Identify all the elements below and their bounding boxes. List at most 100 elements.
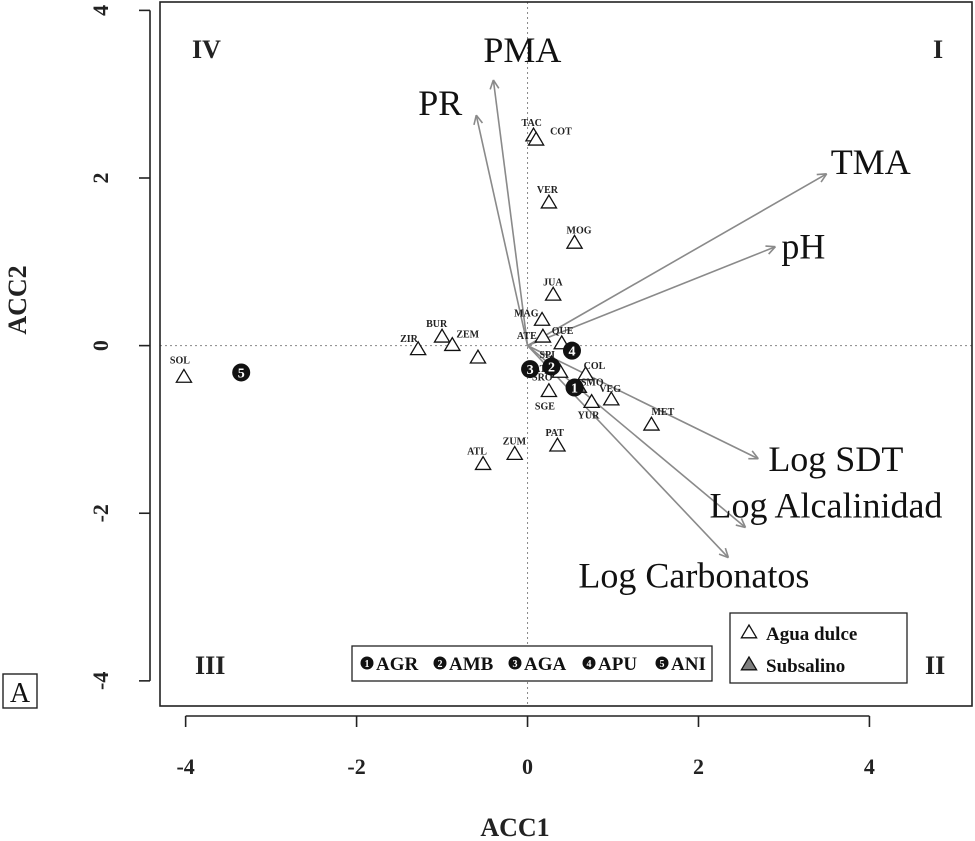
legend-groups-box bbox=[351, 645, 713, 682]
legend-group-label: ANI bbox=[671, 654, 706, 675]
centroid-number: 3 bbox=[527, 363, 534, 378]
quadrant-label-iv: IV bbox=[192, 35, 221, 64]
centroid-marker bbox=[521, 360, 540, 379]
site-marker bbox=[409, 340, 427, 356]
vector-arrowhead bbox=[740, 518, 747, 528]
vector-arrowhead bbox=[820, 173, 828, 183]
centroid-marker bbox=[562, 341, 581, 360]
site-marker bbox=[544, 286, 562, 301]
vector-arrowhead bbox=[489, 79, 495, 90]
legend-group-number: 2 bbox=[438, 659, 443, 670]
vector-label: Log SDT bbox=[768, 439, 903, 479]
vector-arrowhead bbox=[751, 450, 759, 460]
site-marker bbox=[527, 131, 545, 146]
centroid-marker bbox=[232, 363, 251, 382]
site-label: VER bbox=[537, 185, 559, 196]
vector-arrow bbox=[527, 173, 828, 347]
site-label: YUR bbox=[578, 411, 600, 422]
y-tick-label: 2 bbox=[88, 173, 113, 184]
site-marker bbox=[565, 234, 584, 249]
y-tick-label: 0 bbox=[88, 340, 113, 351]
vector-label: PR bbox=[418, 83, 462, 123]
site-label: VEG bbox=[599, 384, 621, 395]
site-label: ZIR bbox=[400, 334, 419, 345]
legend-group-number: 1 bbox=[365, 659, 370, 670]
legend-type-marker bbox=[740, 623, 758, 639]
site-marker bbox=[534, 327, 552, 343]
site-marker bbox=[474, 455, 492, 471]
plot-frame bbox=[159, 1, 973, 707]
site-label: COL bbox=[584, 361, 606, 372]
vector-arrow bbox=[526, 345, 729, 559]
site-marker bbox=[540, 193, 558, 209]
site-label: ZUM bbox=[503, 437, 527, 448]
legend-group-label: AGA bbox=[524, 654, 567, 675]
quadrant-label-ii: II bbox=[925, 651, 945, 680]
vector-arrowhead bbox=[735, 524, 746, 529]
legend-type-label: Agua dulce bbox=[766, 624, 857, 645]
site-label: MOG bbox=[567, 225, 592, 236]
site-marker bbox=[582, 393, 601, 409]
site-label: SRO bbox=[532, 372, 553, 383]
legend-group-symbol bbox=[433, 656, 447, 670]
site-label: ATE bbox=[517, 331, 537, 342]
panel-label-text: A bbox=[10, 678, 31, 709]
site-marker bbox=[175, 368, 193, 383]
quadrant-label-i: I bbox=[933, 35, 943, 64]
legend-group-label: APU bbox=[598, 654, 637, 675]
legend-types: Agua dulce Subsalino bbox=[729, 612, 908, 684]
panel-label: A bbox=[2, 673, 38, 709]
site-points: TACCOTVERMOGJUAMAGQUEATESPITATSROCOLSMOS… bbox=[170, 118, 675, 471]
vector-arrowhead bbox=[816, 173, 827, 176]
vector-arrow bbox=[492, 79, 529, 346]
site-label: MAG bbox=[514, 308, 539, 319]
site-marker bbox=[505, 445, 524, 461]
vector-label: Log Carbonatos bbox=[578, 556, 809, 596]
site-label: JUA bbox=[543, 277, 563, 288]
site-label: SPI bbox=[539, 350, 555, 361]
legend-group-symbol bbox=[360, 656, 374, 670]
x-tick-label: -4 bbox=[176, 754, 194, 779]
y-tick-label: -4 bbox=[88, 672, 113, 690]
legend-type-marker bbox=[740, 655, 758, 671]
y-tick-label: -2 bbox=[88, 504, 113, 522]
vector-arrowhead bbox=[473, 114, 478, 126]
vector-arrowhead bbox=[475, 114, 484, 124]
site-label: ATL bbox=[467, 447, 487, 458]
vector-label: PMA bbox=[483, 30, 561, 70]
centroid-number: 1 bbox=[571, 382, 578, 397]
site-marker bbox=[433, 327, 451, 343]
vector-arrow bbox=[475, 114, 529, 346]
centroid-marker bbox=[542, 357, 561, 376]
quadrant-label-iii: III bbox=[195, 651, 225, 680]
x-tick-label: 0 bbox=[522, 754, 533, 779]
site-marker bbox=[576, 365, 595, 381]
vector-arrowhead bbox=[765, 245, 776, 248]
x-tick-label: 4 bbox=[864, 754, 875, 779]
site-marker bbox=[443, 336, 462, 352]
site-marker bbox=[548, 436, 567, 452]
site-label: PAT bbox=[545, 428, 564, 439]
legend-group-symbol bbox=[655, 656, 669, 670]
vector-arrowhead bbox=[724, 547, 730, 558]
centroid-marker bbox=[565, 378, 584, 397]
vector-arrowhead bbox=[718, 553, 729, 559]
legend-groups: 1 AGR 2 AMB 3 AGA 4 APU 5 ANI bbox=[351, 645, 713, 682]
vector-arrowhead bbox=[768, 246, 777, 255]
legend-group-symbol bbox=[582, 656, 596, 670]
legend-group-label: AMB bbox=[449, 654, 494, 675]
vector-label: TMA bbox=[831, 142, 911, 182]
vector-arrow bbox=[527, 344, 759, 460]
centroid-number: 5 bbox=[238, 366, 245, 381]
x-axis-title: ACC1 bbox=[480, 813, 549, 841]
legend-type-label: Subsalino bbox=[766, 656, 845, 677]
x-tick-label: -2 bbox=[347, 754, 365, 779]
legend-group-label: AGR bbox=[376, 654, 419, 675]
site-label: QUE bbox=[552, 326, 574, 337]
legend-group-number: 3 bbox=[513, 659, 518, 670]
x-tick-label: 2 bbox=[693, 754, 704, 779]
site-label: BUR bbox=[426, 319, 448, 330]
